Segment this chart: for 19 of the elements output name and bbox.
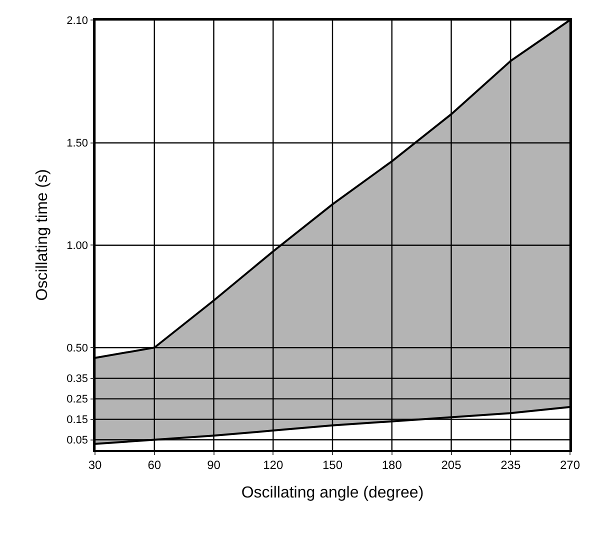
- y-tick-label: 1.00: [66, 240, 88, 252]
- x-tick-label: 270: [560, 458, 580, 472]
- y-tick-label: 0.35: [66, 373, 88, 386]
- x-axis-title: Oscillating angle (degree): [241, 484, 424, 502]
- y-tick-label: 2.10: [66, 14, 88, 27]
- x-tick-label: 60: [148, 458, 162, 472]
- y-tick-label: 0.50: [66, 342, 88, 354]
- y-tick-label: 0.15: [66, 414, 88, 426]
- x-tick-label: 120: [263, 458, 284, 472]
- x-tick-label: 30: [88, 458, 102, 472]
- y-tick-label: 0.25: [66, 394, 88, 406]
- x-tick-label: 205: [441, 458, 462, 472]
- y-tick-label: 0.05: [66, 434, 88, 447]
- y-axis-title: Oscillating time (s): [34, 169, 52, 301]
- x-tick-label: 235: [500, 458, 521, 472]
- x-tick-label: 90: [207, 458, 221, 472]
- x-tick-label: 180: [382, 458, 402, 472]
- y-tick-label: 1.50: [66, 138, 88, 150]
- x-tick-label: 150: [322, 458, 343, 472]
